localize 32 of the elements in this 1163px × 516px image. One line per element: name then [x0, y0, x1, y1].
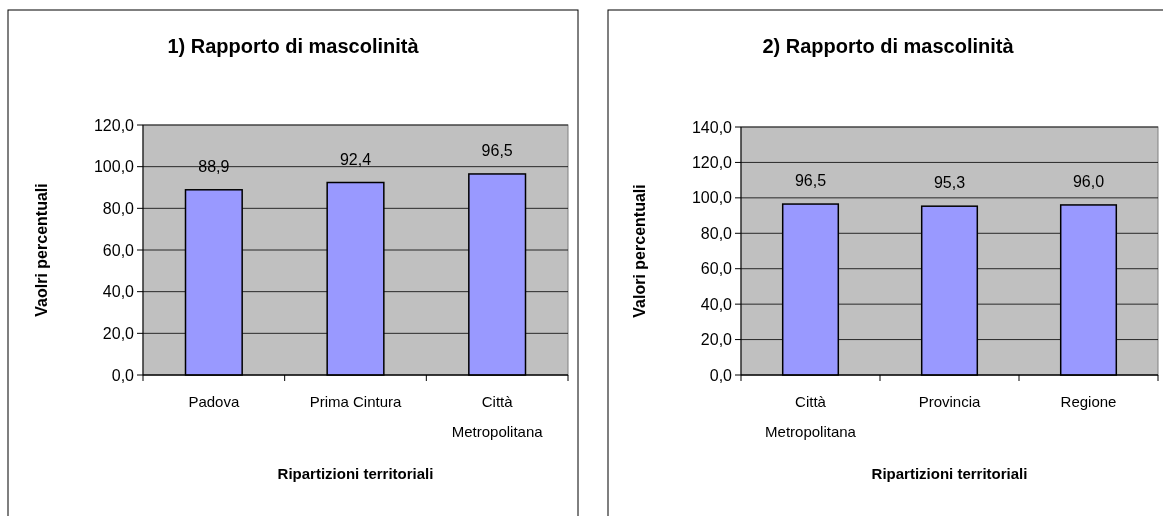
data-label: 92,4	[339, 150, 372, 168]
y-tick-label: 0,0	[709, 366, 733, 384]
y-tick-label: 80,0	[102, 199, 135, 217]
x-tick-label: Provincia	[918, 393, 981, 410]
chart-title: 1) Rapporto di mascolinità	[167, 35, 420, 57]
x-tick-label: Regione	[1060, 393, 1117, 410]
y-axis-title: Valori percentuali	[631, 184, 648, 318]
y-tick-label: 0,0	[111, 366, 135, 384]
data-label: 95,3	[933, 174, 966, 192]
y-tick-label: 100,0	[93, 158, 135, 176]
x-axis-title: Ripartizioni territoriali	[277, 465, 434, 482]
x-tick-label: Città Metropolitana	[451, 393, 544, 440]
y-tick-label: 120,0	[691, 154, 733, 172]
chart-title: 2) Rapporto di mascolinità	[762, 35, 1015, 57]
data-label: 96,5	[794, 172, 827, 190]
y-tick-label: 100,0	[691, 189, 733, 207]
y-tick-label: 20,0	[700, 331, 733, 349]
data-label: 96,0	[1072, 172, 1105, 190]
y-tick-label: 140,0	[691, 118, 733, 136]
x-tick-label: Padova	[188, 393, 240, 410]
x-axis-title: Ripartizioni territoriali	[871, 465, 1028, 482]
y-tick-label: 120,0	[93, 116, 135, 134]
y-tick-label: 60,0	[700, 260, 733, 278]
y-tick-label: 40,0	[102, 283, 135, 301]
data-label: 96,5	[481, 141, 513, 159]
y-axis-title: Vaolri percentuali	[33, 183, 50, 317]
y-tick-label: 20,0	[102, 324, 135, 342]
y-tick-label: 60,0	[102, 241, 135, 259]
x-tick-label: Città Metropolitana	[765, 393, 857, 440]
y-tick-label: 40,0	[700, 295, 733, 313]
y-tick-label: 80,0	[700, 224, 733, 242]
x-tick-label: Prima Cintura	[309, 393, 402, 410]
